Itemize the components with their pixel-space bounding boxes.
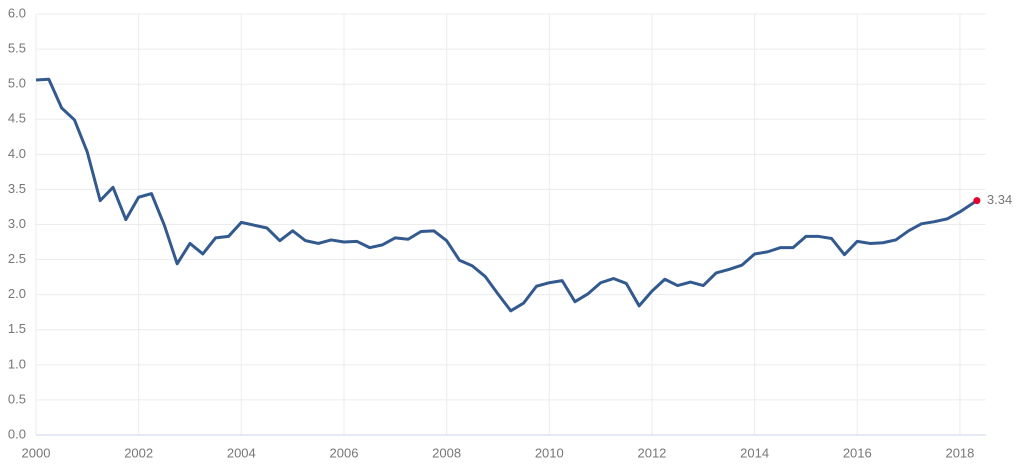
x-tick-label: 2016 (843, 445, 872, 460)
y-tick-label: 0.5 (8, 391, 26, 406)
y-tick-label: 1.5 (8, 321, 26, 336)
y-tick-label: 4.5 (8, 111, 26, 126)
x-tick-label: 2006 (330, 445, 359, 460)
data-line (35, 77, 978, 313)
y-tick-label: 6.0 (8, 5, 26, 20)
x-tick-label: 2018 (945, 445, 974, 460)
x-tick-label: 2000 (22, 445, 51, 460)
x-tick-label: 2004 (227, 445, 256, 460)
last-point (973, 197, 981, 205)
last-value-label: 3.34 (987, 192, 1012, 207)
y-tick-label: 2.5 (8, 251, 26, 266)
x-tick-label: 2014 (740, 445, 769, 460)
y-tick-label: 2.0 (8, 286, 26, 301)
x-tick-label: 2002 (124, 445, 153, 460)
x-tick-label: 2010 (535, 445, 564, 460)
y-tick-label: 3.0 (8, 216, 26, 231)
x-tick-label: 2008 (432, 445, 461, 460)
y-tick-label: 1.0 (8, 356, 26, 371)
y-tick-label: 5.0 (8, 76, 26, 91)
y-tick-label: 5.5 (8, 41, 26, 56)
y-tick-label: 4.0 (8, 146, 26, 161)
x-tick-label: 2012 (637, 445, 666, 460)
y-tick-label: 3.5 (8, 181, 26, 196)
y-tick-label: 0.0 (8, 426, 26, 441)
